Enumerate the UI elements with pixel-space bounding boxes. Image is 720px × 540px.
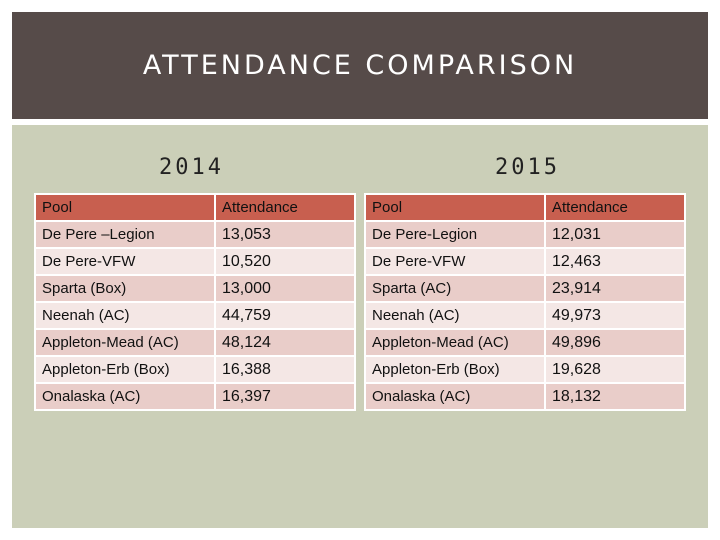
table-row: Sparta (Box) 13,000 [34, 274, 356, 303]
attendance-cell: 19,628 [544, 355, 686, 384]
pool-cell: De Pere –Legion [34, 220, 216, 249]
slide-title: ATTENDANCE COMPARISON [142, 50, 578, 81]
attendance-cell: 16,388 [214, 355, 356, 384]
table-row: Appleton-Mead (AC) 48,124 [34, 328, 356, 357]
table-row: Onalaska (AC) 16,397 [34, 382, 356, 411]
header-pool: Pool [34, 193, 216, 222]
attendance-cell: 12,031 [544, 220, 686, 249]
attendance-cell: 13,053 [214, 220, 356, 249]
table-row: Appleton-Erb (Box) 16,388 [34, 355, 356, 384]
pool-cell: Appleton-Mead (AC) [364, 328, 546, 357]
pool-cell: De Pere-VFW [34, 247, 216, 276]
table-row: Onalaska (AC) 18,132 [364, 382, 686, 411]
attendance-cell: 16,397 [214, 382, 356, 411]
pool-cell: Neenah (AC) [34, 301, 216, 330]
attendance-cell: 48,124 [214, 328, 356, 357]
attendance-cell: 49,973 [544, 301, 686, 330]
header-attendance: Attendance [214, 193, 356, 222]
attendance-cell: 10,520 [214, 247, 356, 276]
pool-cell: Onalaska (AC) [364, 382, 546, 411]
title-bar: ATTENDANCE COMPARISON [12, 12, 708, 119]
pool-cell: Onalaska (AC) [34, 382, 216, 411]
attendance-cell: 44,759 [214, 301, 356, 330]
pool-cell: Sparta (AC) [364, 274, 546, 303]
table-header-row: Pool Attendance [34, 193, 356, 222]
table-row: Neenah (AC) 44,759 [34, 301, 356, 330]
pool-cell: Appleton-Erb (Box) [364, 355, 546, 384]
header-attendance: Attendance [544, 193, 686, 222]
year-label-2015: 2015 [495, 155, 560, 180]
year-label-2014: 2014 [159, 155, 224, 180]
attendance-cell: 18,132 [544, 382, 686, 411]
pool-cell: Appleton-Erb (Box) [34, 355, 216, 384]
attendance-cell: 23,914 [544, 274, 686, 303]
attendance-cell: 49,896 [544, 328, 686, 357]
table-row: Appleton-Mead (AC) 49,896 [364, 328, 686, 357]
table-row: Appleton-Erb (Box) 19,628 [364, 355, 686, 384]
pool-cell: De Pere-VFW [364, 247, 546, 276]
table-row: De Pere-Legion 12,031 [364, 220, 686, 249]
pool-cell: De Pere-Legion [364, 220, 546, 249]
attendance-cell: 12,463 [544, 247, 686, 276]
attendance-cell: 13,000 [214, 274, 356, 303]
table-row: De Pere –Legion 13,053 [34, 220, 356, 249]
pool-cell: Appleton-Mead (AC) [34, 328, 216, 357]
table-row: Sparta (AC) 23,914 [364, 274, 686, 303]
table-row: Neenah (AC) 49,973 [364, 301, 686, 330]
table-row: De Pere-VFW 10,520 [34, 247, 356, 276]
pool-cell: Neenah (AC) [364, 301, 546, 330]
attendance-table-2014: Pool Attendance De Pere –Legion 13,053 D… [34, 193, 356, 411]
table-row: De Pere-VFW 12,463 [364, 247, 686, 276]
table-header-row: Pool Attendance [364, 193, 686, 222]
attendance-table-2015: Pool Attendance De Pere-Legion 12,031 De… [364, 193, 686, 411]
pool-cell: Sparta (Box) [34, 274, 216, 303]
content-area: 2014 2015 Pool Attendance De Pere –Legio… [12, 125, 708, 528]
header-pool: Pool [364, 193, 546, 222]
